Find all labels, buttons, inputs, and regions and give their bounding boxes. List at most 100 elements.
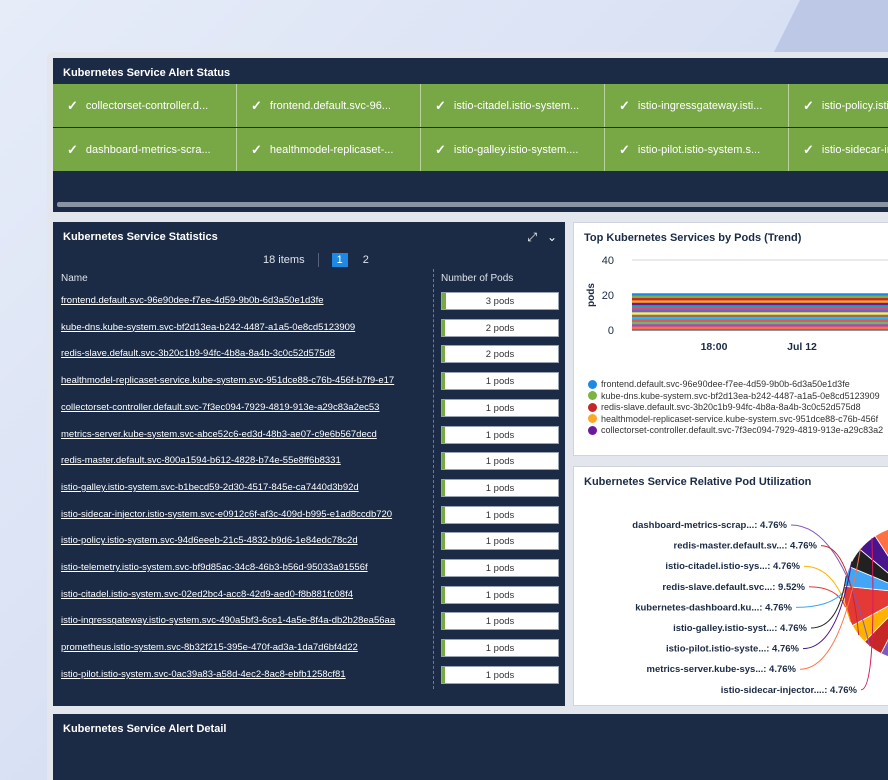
pods-bar-fill [442, 453, 445, 470]
service-link[interactable]: redis-slave.default.svc-3b20c1b9-94fc-4b… [61, 348, 336, 360]
alert-tile[interactable]: ✓ healthmodel-replicaset-... [237, 128, 421, 171]
alert-tile[interactable]: ✓ istio-citadel.istio-system... [421, 84, 605, 127]
service-link[interactable]: istio-pilot.istio-system.svc-0ac39a83-a5… [61, 668, 346, 680]
series-band [632, 321, 888, 325]
legend-item[interactable]: frontend.default.svc-96e90dee-f7ee-4d59-… [588, 379, 850, 389]
pods-count: 1 pods [485, 456, 515, 468]
series-band [632, 317, 888, 320]
legend-dot-icon [588, 402, 597, 412]
expand-icon[interactable]: ⤢ [527, 230, 537, 244]
pods-count: 1 pods [485, 402, 515, 414]
alert-tile[interactable]: ✓ istio-policy.istio-syste... [789, 84, 888, 127]
pods-count: 1 pods [485, 482, 515, 494]
pods-bar-fill [442, 640, 445, 657]
col-header-pods[interactable]: Number of Pods [441, 273, 514, 284]
alert-tile[interactable]: ✓ istio-sidecar-injector.ist... [789, 128, 888, 171]
alert-tile-label: istio-citadel.istio-system... [453, 99, 580, 112]
column-divider [433, 269, 434, 689]
pie-leader-line [802, 561, 853, 650]
pods-bar-fill [442, 666, 445, 683]
alert-tile-label: healthmodel-replicaset-... [269, 143, 394, 156]
pods-bar: 1 pods [441, 639, 559, 658]
alert-tile-label: istio-ingressgateway.isti... [637, 99, 763, 112]
service-link[interactable]: kube-dns.kube-system.svc-bf2d13ea-b242-4… [61, 321, 356, 333]
alert-tile-label: collectorset-controller.d... [85, 99, 209, 112]
series-band [632, 307, 888, 311]
service-link[interactable]: healthmodel-replicaset-service.kube-syst… [61, 375, 395, 387]
table-row: istio-galley.istio-system.svc-b1becd59-2… [53, 475, 565, 501]
legend-item[interactable]: kube-dns.kube-system.svc-bf2d13ea-b242-4… [588, 391, 880, 401]
pods-bar: 1 pods [441, 372, 559, 391]
check-icon: ✓ [803, 141, 814, 157]
alert-tile[interactable]: ✓ istio-pilot.istio-system.s... [605, 128, 789, 171]
service-link[interactable]: frontend.default.svc-96e90dee-f7ee-4d59-… [61, 295, 324, 306]
pods-bar-fill [442, 533, 445, 550]
service-link[interactable]: prometheus.istio-system.svc-8b32f215-395… [61, 642, 358, 654]
check-icon: ✓ [251, 97, 262, 113]
series-band [632, 326, 888, 330]
pie-leader-line [820, 545, 860, 636]
service-link[interactable]: istio-telemetry.istio-system.svc-bf9d85a… [61, 562, 368, 573]
horizontal-scrollbar[interactable] [57, 202, 888, 207]
alert-tile-label: istio-galley.istio-system.... [453, 143, 579, 156]
pods-bar-fill [442, 319, 445, 336]
pods-bar: 1 pods [441, 452, 559, 471]
legend-item[interactable]: healthmodel-replicaset-service.kube-syst… [588, 414, 878, 424]
pie-leader-line [810, 576, 847, 629]
legend-dot-icon [588, 414, 597, 423]
chevron-down-icon[interactable]: ⌄ [546, 230, 557, 244]
service-link[interactable]: istio-sidecar-injector.istio-system.svc-… [61, 508, 393, 520]
pods-count: 1 pods [485, 616, 515, 628]
check-icon: ✓ [803, 97, 814, 113]
table-row: healthmodel-replicaset-service.kube-syst… [53, 368, 565, 394]
series-band [632, 314, 888, 318]
alert-tile-label: istio-sidecar-injector.ist... [821, 143, 888, 156]
table-row: istio-sidecar-injector.istio-system.svc-… [53, 502, 565, 528]
table-row: redis-slave.default.svc-3b20c1b9-94fc-4b… [53, 341, 565, 367]
pie-label: istio-citadel.istio-sys...: 4.76% [665, 561, 800, 572]
pods-bar: 1 pods [441, 559, 559, 577]
col-header-name[interactable]: Name [61, 273, 88, 284]
table-row: redis-master.default.svc-800a1594-b612-4… [53, 448, 565, 474]
pie-title: Kubernetes Service Relative Pod Utilizat… [584, 476, 812, 488]
pods-count: 1 pods [485, 429, 515, 441]
pie-label: metrics-server.kube-sys...: 4.76% [647, 664, 797, 675]
pods-bar: 1 pods [441, 425, 559, 444]
alert-detail-title: Kubernetes Service Alert Detail [63, 723, 227, 735]
service-link[interactable]: redis-master.default.svc-800a1594-b612-4… [61, 455, 341, 467]
background-shape [770, 0, 888, 60]
legend-dot-icon [588, 379, 597, 389]
pods-bar: 2 pods [441, 318, 559, 337]
pie-label: istio-pilot.istio-syste...: 4.76% [666, 644, 800, 655]
page-1-button[interactable]: 1 [331, 253, 348, 267]
service-link[interactable]: metrics-server.kube-system.svc-abce52c6-… [61, 428, 377, 440]
alert-tile[interactable]: ✓ frontend.default.svc-96... [237, 84, 421, 127]
pods-count: 2 pods [485, 322, 515, 334]
x-tick-label: Jul 12 [787, 341, 817, 353]
service-link[interactable]: collectorset-controller.default.svc-7f3e… [61, 401, 380, 413]
legend-label: collectorset-controller.default.svc-7f3e… [601, 425, 884, 435]
service-link[interactable]: istio-citadel.istio-system.svc-02ed2bc4-… [61, 588, 354, 600]
pods-bar-fill [442, 613, 445, 630]
pods-count: 1 pods [485, 563, 515, 574]
service-link[interactable]: istio-galley.istio-system.svc-b1becd59-2… [61, 481, 359, 493]
alert-tile[interactable]: ✓ istio-ingressgateway.isti... [605, 84, 789, 127]
pie-label: dashboard-metrics-scrap...: 4.76% [632, 520, 787, 531]
service-link[interactable]: istio-policy.istio-system.svc-94d6eeeb-2… [61, 535, 358, 547]
pie-leader-line [795, 591, 845, 608]
pie-slice[interactable] [874, 528, 888, 593]
pods-bar: 1 pods [441, 612, 559, 631]
alert-tile[interactable]: ✓ dashboard-metrics-scra... [53, 128, 237, 171]
series-band [632, 293, 888, 296]
legend-item[interactable]: redis-slave.default.svc-3b20c1b9-94fc-4b… [588, 402, 861, 412]
legend-item[interactable]: collectorset-controller.default.svc-7f3e… [588, 425, 883, 435]
dashboard: Kubernetes Service Alert Status ✓ collect… [47, 52, 888, 780]
y-tick-label: 0 [608, 325, 614, 337]
alert-tile[interactable]: ✓ collectorset-controller.d... [53, 84, 237, 127]
alert-status-title: Kubernetes Service Alert Status [63, 67, 231, 79]
alert-tile[interactable]: ✓ istio-galley.istio-system.... [421, 128, 605, 171]
page-2-button[interactable]: 2 [362, 254, 369, 266]
table-row: collectorset-controller.default.svc-7f3e… [53, 395, 565, 421]
service-link[interactable]: istio-ingressgateway.istio-system.svc-49… [61, 615, 396, 627]
